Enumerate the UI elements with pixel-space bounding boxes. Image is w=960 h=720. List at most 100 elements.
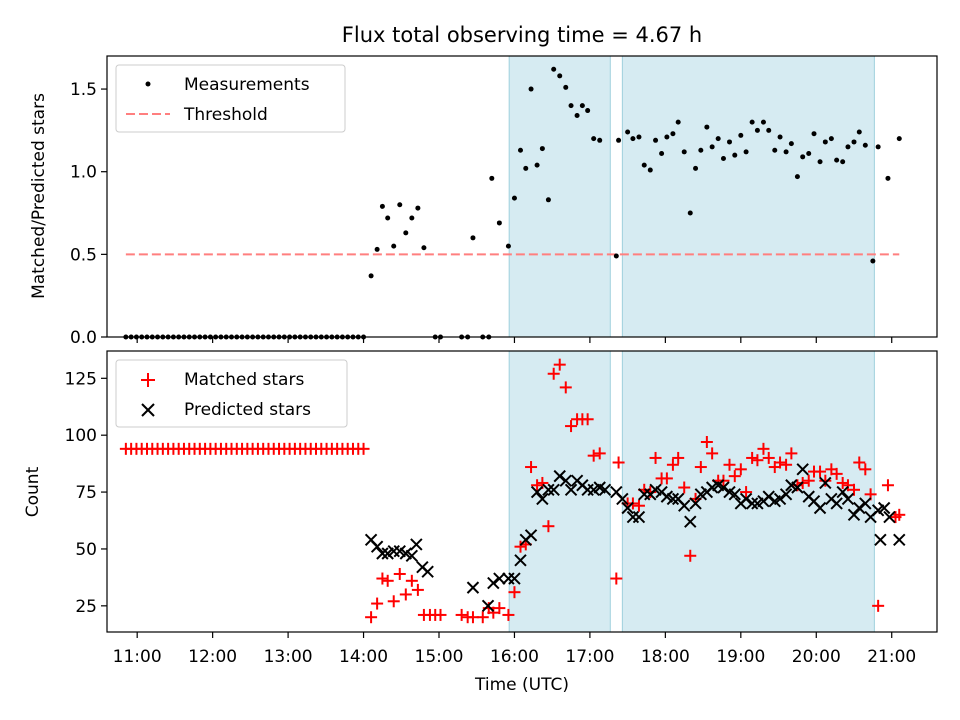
predicted-star-point [421,565,434,578]
matched-star-point [893,508,906,521]
measurement-point [811,131,817,137]
count-shaded-intervals [508,350,875,633]
measurement-point [715,136,721,142]
matched-star-point [841,479,854,492]
ratio-shaded-interval-1 [508,55,611,338]
measurement-point [727,139,732,145]
matched-star-point [365,611,378,624]
matched-star-point [531,479,544,492]
predicted-star-point [877,501,891,515]
count-x-tick-label: 18:00 [641,647,690,667]
ratio-y-label: Matched/Predicted stars [29,93,49,299]
ratio-y-tick-label: 1.5 [70,80,97,100]
measurement-point [591,136,597,142]
measurement-point [777,134,783,140]
matched-star-point [493,602,506,615]
measurement-point [528,86,534,92]
measurement-point [545,197,551,203]
count-x-tick-label: 15:00 [415,647,464,667]
measurement-point [681,149,687,155]
predicted-star-point [405,549,419,562]
measurement-point [374,246,380,252]
matched-star-point [387,595,400,608]
matched-star-point [525,461,538,474]
predicted-star-point [830,497,843,510]
measurement-point [625,129,631,135]
ratio-y-ticks: 0.0 0.5 1.0 1.5 [70,80,107,348]
matched-star-point [559,381,572,394]
predicted-star-point [779,488,793,501]
measurement-point [385,215,391,221]
measurement-point [806,151,812,157]
predicted-star-point [813,501,827,515]
count-x-tick-label: 13:00 [264,647,313,667]
ratio-y-tick-label: 0.0 [70,328,97,348]
matched-star-point [872,599,885,612]
predicted-star-point [508,572,521,585]
matched-star-point [612,456,625,469]
measurement-point [704,124,710,130]
matched-star-point [649,451,662,464]
measurement-point [834,157,840,163]
count-legend: Matched stars Predicted stars [115,359,348,428]
measurement-point [675,119,681,125]
predicted-star-point [493,572,506,585]
measurement-point [754,127,760,133]
measurement-point [391,243,397,249]
measurement-point [616,137,622,143]
legend-matched-marker [141,373,155,387]
count-y-tick-label: 50 [75,540,97,560]
matched-star-point [434,608,447,621]
count-y-tick-label: 100 [65,426,97,446]
matched-star-point [836,476,849,489]
predicted-star-point [684,515,697,528]
count-shaded-interval-1 [508,350,611,633]
matched-star-point [632,499,645,512]
ratio-legend-box [115,64,346,133]
count-x-tick-label: 21:00 [867,647,916,667]
ratio-shaded-interval-2 [621,55,875,338]
measurement-point [664,134,670,140]
predicted-star-point [796,463,809,476]
matched-star-point [853,456,866,469]
matched-star-point [455,608,468,621]
matched-star-point [666,458,679,471]
measurement-point [856,129,862,135]
measurement-point [766,127,772,133]
measurement-point [800,154,806,160]
count-panel: 25 50 75 100 125 11:00 12:00 13:00 14:00 15:00 16… [23,350,938,695]
matched-star-point [723,458,736,471]
count-y-tick-label: 125 [65,369,97,389]
predicted-star-point [559,474,572,487]
measurement-point [709,144,715,150]
predicted-star-point [678,499,691,512]
ratio-x-ticks [136,337,893,343]
matched-star-point [587,449,600,462]
matched-star-point [791,479,804,492]
measurement-point [845,144,851,150]
measurement-point [517,147,523,153]
matched-star-point [881,479,894,492]
matched-star-point [502,608,515,621]
measurement-point [720,155,726,161]
count-x-tick-label: 12:00 [188,647,237,667]
predicted-stars-points [364,463,906,613]
matched-star-point [399,588,412,601]
measurement-point [511,195,517,201]
predicted-star-point [536,492,549,506]
measurement-point [489,175,495,181]
measurement-point [397,202,403,208]
matched-star-point [371,597,384,610]
predicted-star-point [621,501,634,515]
measurement-point [496,220,502,226]
matched-star-point [581,413,594,426]
matched-star-point [684,549,697,562]
matched-star-point [514,540,527,553]
measurement-point [403,230,409,236]
measurement-point [630,136,636,142]
predicted-star-point [616,492,629,506]
matched-star-point [848,483,860,496]
measurement-point [505,243,511,249]
matched-star-point [547,367,560,380]
measurement-point [896,136,902,142]
